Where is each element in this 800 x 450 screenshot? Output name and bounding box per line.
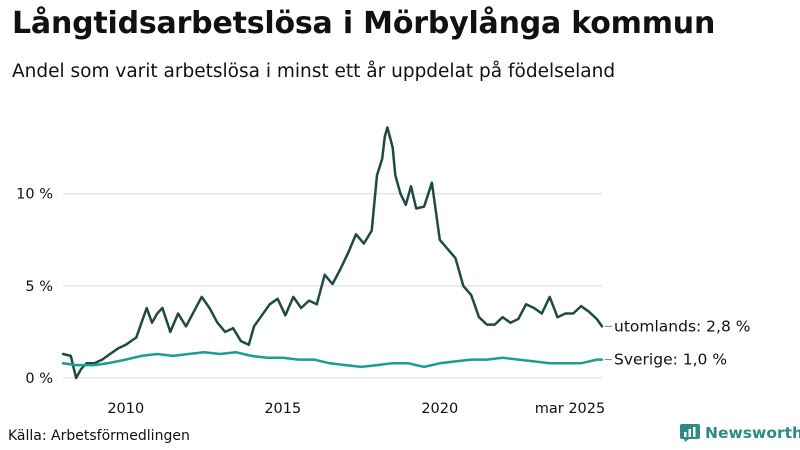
source-note: Källa: Arbetsförmedlingen xyxy=(8,428,190,444)
x-tick-label: 2020 xyxy=(421,401,458,417)
x-tick-label: 2010 xyxy=(107,401,144,417)
series-line-sverige xyxy=(61,350,604,369)
series-end-label: Sverige: 1,0 % xyxy=(614,351,727,369)
newsworthy-logo-icon xyxy=(680,424,700,442)
series-line-utomlands xyxy=(61,126,604,380)
y-tick-label: 0 % xyxy=(25,371,53,387)
y-tick-label: 10 % xyxy=(16,187,53,203)
series-end-label: utomlands: 2,8 % xyxy=(614,317,750,335)
chart-title: Långtidsarbetslösa i Mörbylånga kommun xyxy=(12,6,716,41)
brand-name: Newsworthy xyxy=(705,424,800,442)
y-tick-label: 5 % xyxy=(25,279,53,295)
x-tick-label: mar 2025 xyxy=(535,401,605,417)
x-tick-label: 2015 xyxy=(264,401,301,417)
chart-subtitle: Andel som varit arbetslösa i minst ett å… xyxy=(12,61,616,82)
brand-logo[interactable]: Newsworthy xyxy=(680,424,800,442)
